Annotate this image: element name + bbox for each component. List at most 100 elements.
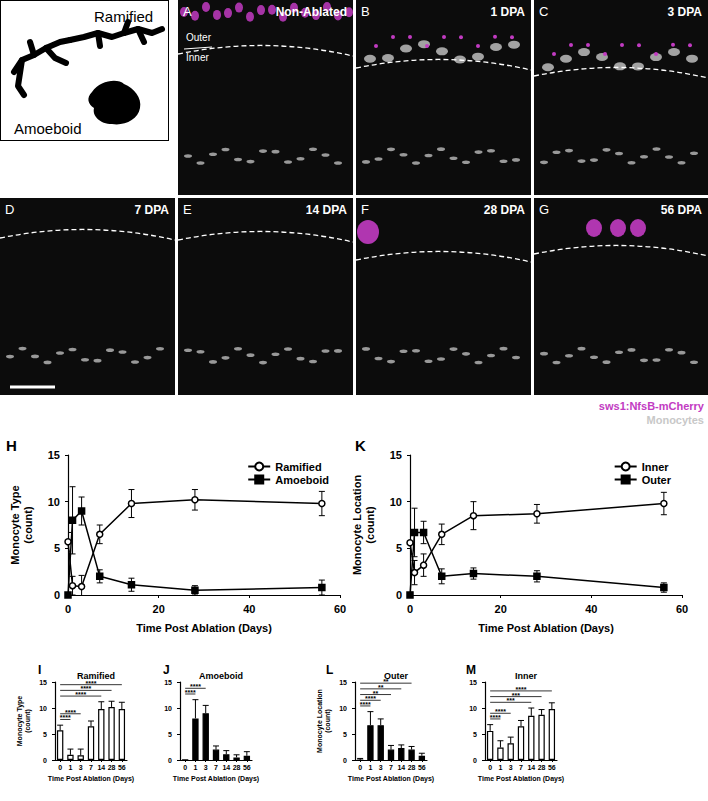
svg-text:(count): (count) — [24, 709, 32, 733]
svg-text:(count): (count) — [22, 506, 34, 544]
svg-text:0: 0 — [65, 603, 71, 615]
svg-text:Time Post Ablation (Days): Time Post Ablation (Days) — [348, 775, 434, 783]
svg-text:1 DPA: 1 DPA — [491, 5, 526, 19]
svg-text:28: 28 — [233, 764, 241, 771]
svg-text:15: 15 — [48, 449, 60, 461]
svg-text:3: 3 — [204, 764, 208, 771]
svg-text:Monocyte Location: Monocyte Location — [316, 689, 324, 753]
svg-text:10: 10 — [39, 705, 47, 712]
svg-text:14 DPA: 14 DPA — [306, 203, 347, 217]
svg-text:Outer: Outer — [642, 474, 672, 486]
svg-text:56: 56 — [418, 764, 426, 771]
svg-text:15: 15 — [469, 679, 477, 686]
svg-text:L: L — [326, 663, 333, 677]
svg-text:28: 28 — [538, 764, 546, 771]
svg-text:(count): (count) — [364, 506, 376, 544]
svg-text:3 DPA: 3 DPA — [668, 5, 703, 19]
svg-text:0: 0 — [58, 764, 62, 771]
svg-text:40: 40 — [243, 603, 255, 615]
svg-text:B: B — [361, 4, 370, 19]
svg-text:7: 7 — [389, 764, 393, 771]
svg-text:3: 3 — [379, 764, 383, 771]
svg-text:0: 0 — [396, 589, 402, 601]
svg-text:0: 0 — [43, 757, 47, 764]
svg-text:H: H — [6, 437, 17, 454]
svg-text:5: 5 — [168, 731, 172, 738]
svg-text:5: 5 — [396, 542, 402, 554]
svg-text:Time Post Ablation (Days): Time Post Ablation (Days) — [136, 622, 272, 634]
svg-text:A: A — [183, 4, 192, 19]
svg-text:K: K — [355, 437, 366, 454]
svg-text:Inner: Inner — [642, 461, 670, 473]
svg-text:sws1:NfsB-mCherry: sws1:NfsB-mCherry — [599, 400, 705, 412]
svg-text:56 DPA: 56 DPA — [661, 203, 702, 217]
svg-text:Monocytes: Monocytes — [647, 414, 704, 426]
svg-text:J: J — [163, 663, 170, 677]
svg-text:0: 0 — [183, 764, 187, 771]
svg-text:1: 1 — [498, 764, 502, 771]
svg-text:E: E — [183, 202, 192, 217]
svg-text:F: F — [361, 202, 369, 217]
svg-text:60: 60 — [334, 603, 346, 615]
svg-text:3: 3 — [509, 764, 513, 771]
svg-text:0: 0 — [358, 764, 362, 771]
svg-text:Time Post Ablation (Days): Time Post Ablation (Days) — [478, 622, 614, 634]
svg-text:Amoeboid: Amoeboid — [275, 474, 329, 486]
svg-text:14: 14 — [222, 764, 230, 771]
svg-text:1: 1 — [368, 764, 372, 771]
svg-text:0: 0 — [343, 757, 347, 764]
svg-text:10: 10 — [48, 496, 60, 508]
svg-text:56: 56 — [243, 764, 251, 771]
svg-text:G: G — [539, 202, 549, 217]
svg-text:****: **** — [65, 709, 76, 716]
svg-text:0: 0 — [54, 589, 60, 601]
svg-text:Outer: Outer — [384, 671, 409, 681]
svg-text:Inner: Inner — [515, 671, 538, 681]
svg-text:7 DPA: 7 DPA — [135, 203, 170, 217]
svg-text:14: 14 — [397, 764, 405, 771]
svg-text:0: 0 — [407, 603, 413, 615]
svg-text:3: 3 — [79, 764, 83, 771]
svg-text:60: 60 — [676, 603, 688, 615]
svg-text:0: 0 — [168, 757, 172, 764]
svg-text:10: 10 — [164, 705, 172, 712]
svg-text:28 DPA: 28 DPA — [484, 203, 525, 217]
svg-text:Ramified: Ramified — [77, 671, 115, 681]
svg-text:7: 7 — [214, 764, 218, 771]
svg-text:****: **** — [86, 680, 97, 687]
svg-text:28: 28 — [108, 764, 116, 771]
svg-text:5: 5 — [343, 731, 347, 738]
svg-text:Amoeboid: Amoeboid — [199, 671, 243, 681]
svg-text:****: **** — [190, 683, 201, 690]
svg-text:I: I — [38, 663, 41, 677]
svg-text:Monocyte Type: Monocyte Type — [9, 485, 21, 564]
svg-text:15: 15 — [39, 679, 47, 686]
svg-text:0: 0 — [473, 757, 477, 764]
svg-text:14: 14 — [527, 764, 535, 771]
svg-text:Time Post Ablation (Days): Time Post Ablation (Days) — [48, 775, 134, 783]
svg-text:56: 56 — [548, 764, 556, 771]
svg-text:Amoeboid: Amoeboid — [14, 120, 82, 137]
svg-text:Inner: Inner — [186, 52, 209, 63]
svg-text:0: 0 — [488, 764, 492, 771]
svg-text:****: **** — [495, 708, 506, 715]
svg-text:Non-Ablated: Non-Ablated — [276, 5, 347, 19]
svg-text:20: 20 — [153, 603, 165, 615]
svg-text:28: 28 — [408, 764, 416, 771]
svg-text:Time Post Ablation (Days): Time Post Ablation (Days) — [478, 775, 564, 783]
svg-text:10: 10 — [469, 705, 477, 712]
svg-text:7: 7 — [519, 764, 523, 771]
svg-text:(count): (count) — [324, 709, 332, 733]
svg-text:7: 7 — [89, 764, 93, 771]
svg-text:****: **** — [516, 686, 527, 693]
svg-text:40: 40 — [585, 603, 597, 615]
svg-text:Ramified: Ramified — [275, 461, 321, 473]
svg-text:5: 5 — [54, 542, 60, 554]
svg-text:Monocyte Location: Monocyte Location — [351, 475, 363, 576]
svg-text:15: 15 — [164, 679, 172, 686]
svg-text:Time Post Ablation (Days): Time Post Ablation (Days) — [173, 775, 259, 783]
svg-text:Monocyte Type: Monocyte Type — [16, 696, 24, 747]
svg-text:56: 56 — [118, 764, 126, 771]
svg-text:10: 10 — [390, 496, 402, 508]
svg-text:14: 14 — [97, 764, 105, 771]
